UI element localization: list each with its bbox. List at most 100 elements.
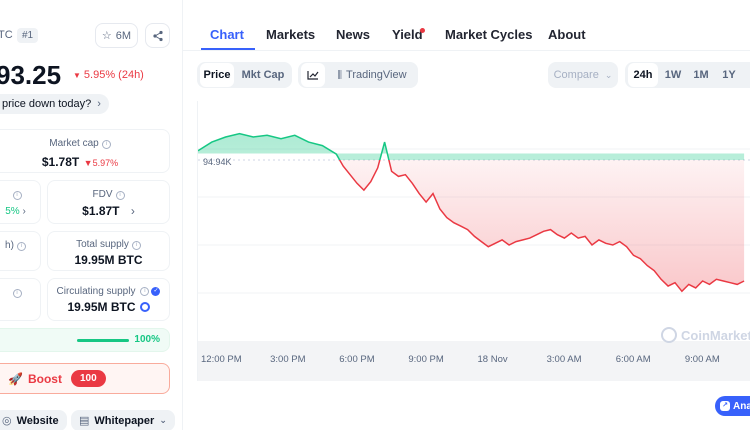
total-supply-card: Total supply i 19.95M BTC (47, 231, 170, 271)
tab-chart[interactable]: Chart (210, 27, 244, 42)
time-range-toggle: 24h 1W 1M 1Y (625, 62, 750, 88)
chevron-right-icon: › (97, 98, 101, 110)
tradingview-label: TradingView (346, 69, 407, 81)
boost-count-badge: 100 (70, 370, 106, 387)
website-label: Website (16, 414, 59, 427)
line-chart-icon (307, 71, 319, 80)
circulating-supply-card: Circulating supply i ✓ 19.95M BTC (47, 278, 170, 321)
line-chart-button[interactable] (301, 63, 325, 87)
range-24h[interactable]: 24h (628, 63, 658, 87)
analytics-button[interactable]: ↗ Ana (715, 396, 750, 416)
tab-about[interactable]: About (548, 27, 586, 42)
range-1y[interactable]: 1Y (722, 69, 736, 81)
star-icon: ☆ (101, 30, 112, 42)
tabs-divider (183, 50, 750, 51)
volume-card[interactable]: i 5% › (0, 180, 41, 224)
watermark-text: CoinMarket (681, 327, 750, 343)
chart-panel: Chart Markets News Yield Market Cycles A… (183, 0, 750, 430)
coinmarketcap-watermark: CoinMarket (661, 327, 750, 343)
tab-news[interactable]: News (336, 27, 370, 42)
website-link[interactable]: ◎ Website (0, 410, 67, 430)
tradingview-button[interactable]: ⫼ TradingView (330, 63, 414, 87)
market-cap-label: Market cap (49, 138, 99, 149)
price-chart-svg (198, 132, 750, 381)
supply-progress-percent: 100% (134, 334, 160, 345)
info-icon: i (115, 191, 125, 200)
share-icon (152, 30, 163, 41)
chevron-down-icon: ⌄ (159, 415, 167, 425)
tab-markets[interactable]: Markets (266, 27, 316, 42)
rocket-icon: 🚀 (8, 371, 23, 386)
why-price-down-link[interactable]: price down today? › (0, 94, 109, 114)
x-axis-tick-label: 6:00 AM (615, 354, 651, 365)
price-toggle[interactable]: Price (200, 63, 234, 87)
total-supply-value: 19.95M BTC (74, 253, 143, 267)
whitepaper-link[interactable]: ▤ Whitepaper ⌄ (71, 410, 175, 430)
price-chart[interactable]: 94.94K CoinMarket (197, 101, 750, 381)
compare-dropdown[interactable]: Compare ⌄ (548, 62, 618, 88)
tab-market-cycles[interactable]: Market Cycles (445, 27, 533, 42)
coin-sidebar: TC #1 ☆ 6M 93.25 ▼ 5.95% (24h) price dow… (0, 0, 183, 430)
price-area-below-open (339, 160, 745, 292)
verified-icon: ✓ (151, 287, 161, 296)
watchlist-button[interactable]: ☆ 6M (95, 23, 138, 48)
x-axis-tick-label: 9:00 AM (684, 354, 720, 365)
document-icon: ▤ (79, 415, 90, 427)
analytics-label: Ana (733, 400, 750, 412)
price-line-below-open (338, 160, 745, 293)
down-triangle-icon: ▼ (73, 70, 81, 80)
supply-ring-icon (139, 302, 150, 312)
info-icon: i (12, 289, 22, 298)
x-axis-tick-label: 18 Nov (477, 354, 508, 365)
price-change-24h: ▼ 5.95% (24h) (73, 69, 144, 81)
x-axis-tick-label: 12:00 PM (201, 354, 242, 365)
whitepaper-label: Whitepaper (94, 414, 155, 427)
volume-market-cap-card: h) i (0, 231, 41, 271)
analytics-icon: ↗ (720, 401, 730, 411)
range-1w[interactable]: 1W (664, 69, 682, 81)
candlestick-icon: ⫼ (337, 69, 343, 81)
chevron-right-icon: › (130, 204, 135, 218)
market-cap-value: $1.78T (41, 155, 80, 169)
chart-type-toggle: ⫼ TradingView (298, 62, 418, 88)
volume-ratio-label: h) (5, 240, 14, 251)
info-icon: i (16, 242, 26, 251)
total-supply-label: Total supply (76, 239, 129, 250)
share-button[interactable] (145, 23, 170, 48)
coin-symbol: TC (0, 29, 13, 41)
market-cap-change: 5.97% (92, 158, 119, 168)
circulating-supply-value: 19.95M BTC (67, 300, 136, 314)
range-1m[interactable]: 1M (693, 69, 709, 81)
price-series (198, 132, 745, 293)
down-triangle-icon: ▼ (83, 158, 93, 168)
fdv-label: FDV (92, 189, 113, 200)
watch-count: 6M (115, 29, 132, 42)
fdv-card[interactable]: FDV i $1.87T › (47, 180, 170, 224)
chevron-down-icon: ⌄ (604, 69, 613, 80)
mkt-cap-toggle[interactable]: Mkt Cap (241, 69, 285, 81)
supply-progress-track (77, 339, 129, 342)
info-icon: i (131, 241, 141, 250)
volume-area (198, 341, 750, 381)
market-cap-card: Market cap i $1.78T ▼5.97% (0, 129, 170, 173)
chevron-right-icon: › (22, 206, 26, 217)
why-price-label: price down today? (2, 98, 92, 110)
max-supply-card: i (0, 278, 41, 321)
cmc-logo-icon (661, 327, 677, 343)
globe-icon: ◎ (2, 415, 12, 427)
info-icon: i (101, 140, 111, 149)
boost-button[interactable]: 🚀 Boost 100 (0, 363, 170, 394)
coin-price: 93.25 (0, 60, 62, 90)
x-axis-tick-label: 3:00 AM (546, 354, 582, 365)
price-mktcap-toggle: Price Mkt Cap (197, 62, 292, 88)
compare-label: Compare (553, 69, 599, 81)
notification-dot (420, 28, 425, 33)
open-price-label: 94.94K (203, 157, 232, 167)
volume-change: 5% (5, 206, 20, 217)
supply-progress-row: 100% (0, 328, 170, 352)
circulating-supply-label: Circulating supply (56, 286, 136, 297)
tab-yield[interactable]: Yield (392, 27, 423, 42)
supply-progress-fill (77, 339, 129, 342)
rank-badge: #1 (17, 28, 39, 43)
active-tab-underline (201, 48, 255, 50)
